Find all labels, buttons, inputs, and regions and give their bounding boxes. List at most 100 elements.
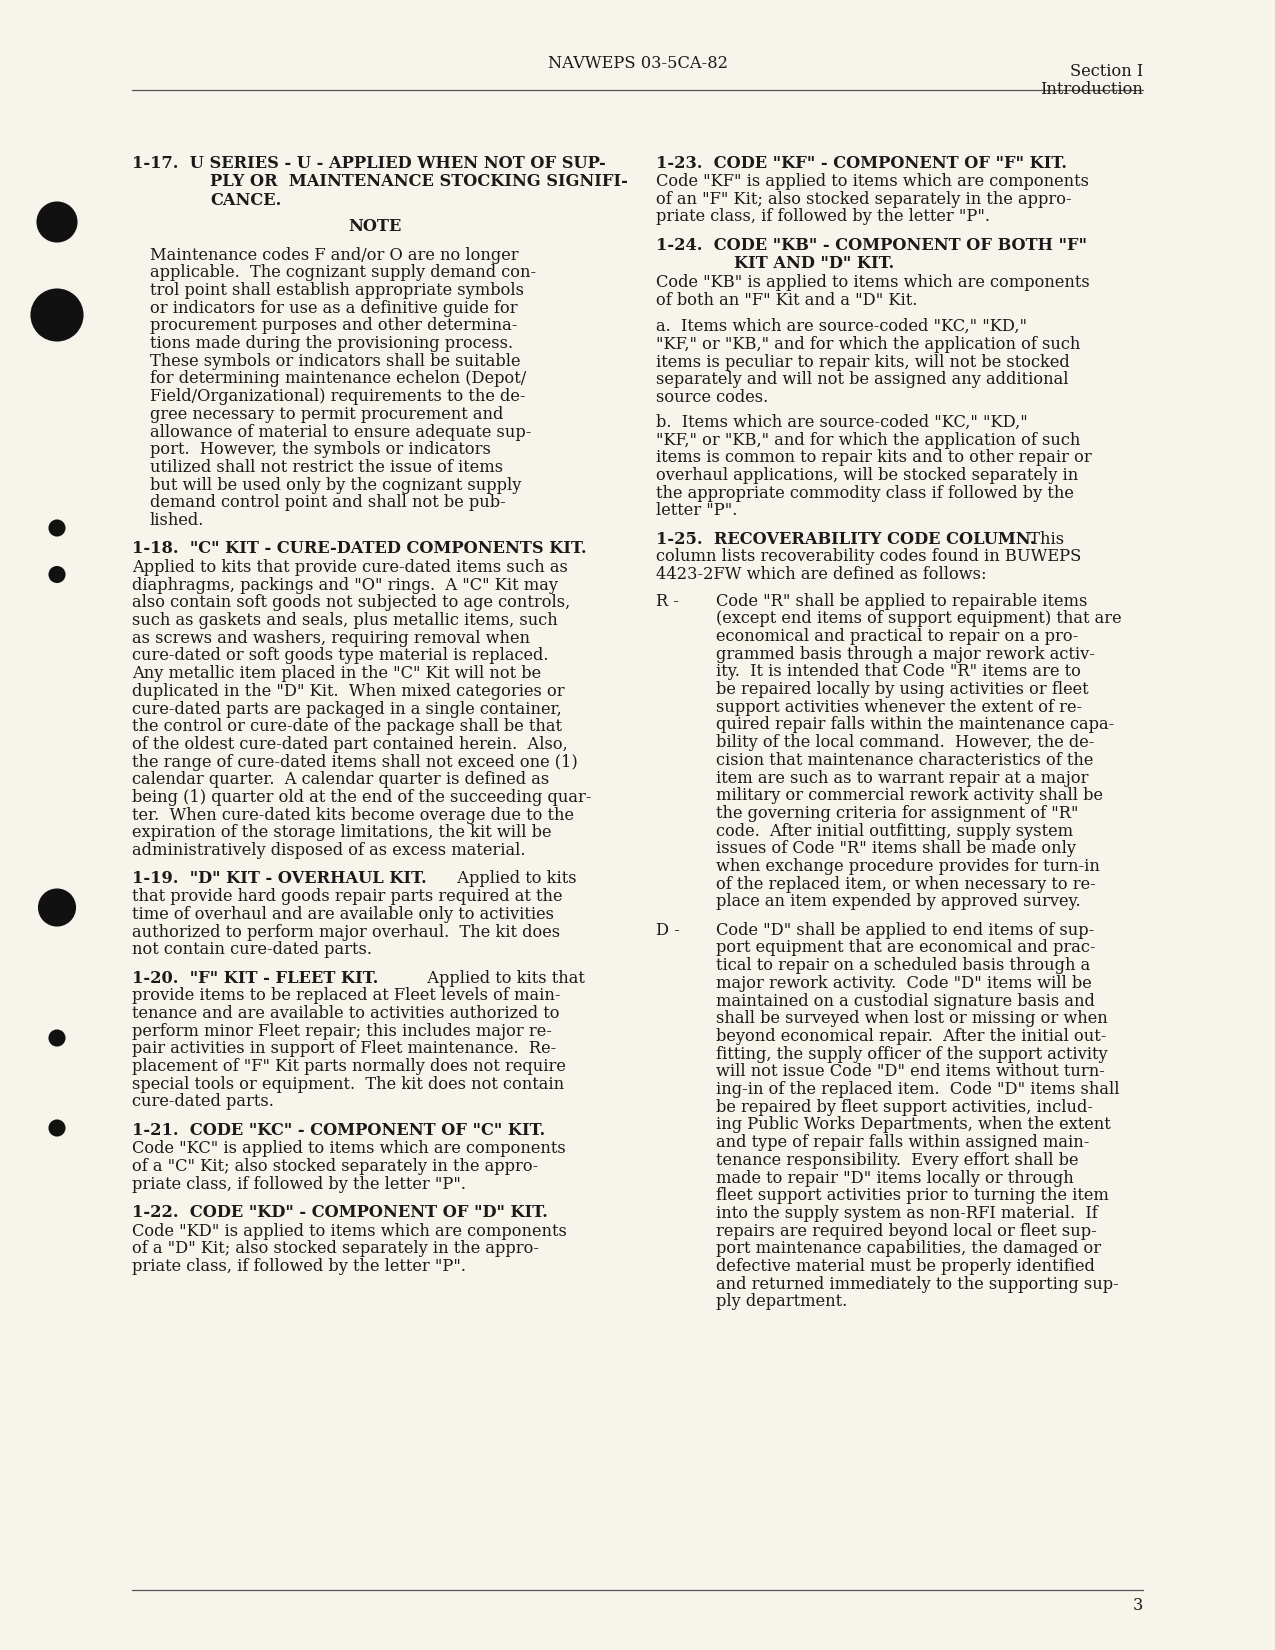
- Text: military or commercial rework activity shall be: military or commercial rework activity s…: [717, 787, 1103, 804]
- Text: KIT AND "D" KIT.: KIT AND "D" KIT.: [734, 256, 895, 272]
- Text: fitting, the supply officer of the support activity: fitting, the supply officer of the suppo…: [717, 1046, 1108, 1063]
- Text: of an "F" Kit; also stocked separately in the appro-: of an "F" Kit; also stocked separately i…: [657, 191, 1072, 208]
- Text: time of overhaul and are available only to activities: time of overhaul and are available only …: [133, 906, 555, 922]
- Text: priate class, if followed by the letter "P".: priate class, if followed by the letter …: [133, 1176, 465, 1193]
- Text: or indicators for use as a definitive guide for: or indicators for use as a definitive gu…: [150, 300, 518, 317]
- Text: 1-25.  RECOVERABILITY CODE COLUMN.: 1-25. RECOVERABILITY CODE COLUMN.: [657, 531, 1035, 548]
- Text: tical to repair on a scheduled basis through a: tical to repair on a scheduled basis thr…: [717, 957, 1090, 973]
- Text: port.  However, the symbols or indicators: port. However, the symbols or indicators: [150, 441, 491, 459]
- Text: ter.  When cure-dated kits become overage due to the: ter. When cure-dated kits become overage…: [133, 807, 574, 823]
- Text: trol point shall establish appropriate symbols: trol point shall establish appropriate s…: [150, 282, 524, 299]
- Text: beyond economical repair.  After the initial out-: beyond economical repair. After the init…: [717, 1028, 1107, 1044]
- Text: "KF," or "KB," and for which the application of such: "KF," or "KB," and for which the applica…: [657, 432, 1081, 449]
- Text: will not issue Code "D" end items without turn-: will not issue Code "D" end items withou…: [717, 1063, 1105, 1081]
- Text: These symbols or indicators shall be suitable: These symbols or indicators shall be sui…: [150, 353, 520, 370]
- Text: overhaul applications, will be stocked separately in: overhaul applications, will be stocked s…: [657, 467, 1079, 483]
- Text: Introduction: Introduction: [1040, 81, 1142, 97]
- Text: cure-dated parts.: cure-dated parts.: [133, 1094, 274, 1110]
- Text: Code "R" shall be applied to repairable items: Code "R" shall be applied to repairable …: [717, 592, 1088, 609]
- Text: priate class, if followed by the letter "P".: priate class, if followed by the letter …: [657, 208, 991, 226]
- Text: column lists recoverability codes found in BUWEPS: column lists recoverability codes found …: [657, 548, 1081, 566]
- Text: a.  Items which are source-coded "KC," "KD,": a. Items which are source-coded "KC," "K…: [657, 318, 1028, 335]
- Text: the governing criteria for assignment of "R": the governing criteria for assignment of…: [717, 805, 1079, 822]
- Text: 1-19.  "D" KIT - OVERHAUL KIT.: 1-19. "D" KIT - OVERHAUL KIT.: [133, 871, 427, 888]
- Text: that provide hard goods repair parts required at the: that provide hard goods repair parts req…: [133, 888, 562, 906]
- Text: 1-23.  CODE "KF" - COMPONENT OF "F" KIT.: 1-23. CODE "KF" - COMPONENT OF "F" KIT.: [657, 155, 1067, 172]
- Text: code.  After initial outfitting, supply system: code. After initial outfitting, supply s…: [717, 823, 1074, 840]
- Text: tenance responsibility.  Every effort shall be: tenance responsibility. Every effort sha…: [717, 1152, 1079, 1168]
- Text: cure-dated parts are packaged in a single container,: cure-dated parts are packaged in a singl…: [133, 701, 562, 718]
- Text: port maintenance capabilities, the damaged or: port maintenance capabilities, the damag…: [717, 1241, 1102, 1257]
- Text: place an item expended by approved survey.: place an item expended by approved surve…: [717, 894, 1081, 911]
- Text: Applied to kits that: Applied to kits that: [417, 970, 585, 987]
- Text: bility of the local command.  However, the de-: bility of the local command. However, th…: [717, 734, 1095, 751]
- Text: as screws and washers, requiring removal when: as screws and washers, requiring removal…: [133, 630, 530, 647]
- Text: 3: 3: [1132, 1597, 1142, 1614]
- Text: Maintenance codes F and/or O are no longer: Maintenance codes F and/or O are no long…: [150, 246, 519, 264]
- Text: but will be used only by the cognizant supply: but will be used only by the cognizant s…: [150, 477, 521, 493]
- Text: port equipment that are economical and prac-: port equipment that are economical and p…: [717, 939, 1095, 957]
- Text: Code "KB" is applied to items which are components: Code "KB" is applied to items which are …: [657, 274, 1090, 290]
- Text: 1-17.  U SERIES - U - APPLIED WHEN NOT OF SUP-: 1-17. U SERIES - U - APPLIED WHEN NOT OF…: [133, 155, 606, 172]
- Text: provide items to be replaced at Fleet levels of main-: provide items to be replaced at Fleet le…: [133, 987, 561, 1005]
- Text: issues of Code "R" items shall be made only: issues of Code "R" items shall be made o…: [717, 840, 1076, 858]
- Text: of a "D" Kit; also stocked separately in the appro-: of a "D" Kit; also stocked separately in…: [133, 1241, 539, 1257]
- Text: Any metallic item placed in the "C" Kit will not be: Any metallic item placed in the "C" Kit …: [133, 665, 541, 681]
- Text: items is peculiar to repair kits, will not be stocked: items is peculiar to repair kits, will n…: [657, 353, 1070, 371]
- Text: of a "C" Kit; also stocked separately in the appro-: of a "C" Kit; also stocked separately in…: [133, 1158, 538, 1175]
- Text: (except end items of support equipment) that are: (except end items of support equipment) …: [717, 610, 1122, 627]
- Text: 1-18.  "C" KIT - CURE-DATED COMPONENTS KIT.: 1-18. "C" KIT - CURE-DATED COMPONENTS KI…: [133, 540, 586, 558]
- Text: maintained on a custodial signature basis and: maintained on a custodial signature basi…: [717, 993, 1095, 1010]
- Text: gree necessary to permit procurement and: gree necessary to permit procurement and: [150, 406, 504, 422]
- Text: NOTE: NOTE: [348, 218, 402, 236]
- Text: ity.  It is intended that Code "R" items are to: ity. It is intended that Code "R" items …: [717, 663, 1081, 680]
- Text: also contain soft goods not subjected to age controls,: also contain soft goods not subjected to…: [133, 594, 570, 612]
- Text: fleet support activities prior to turning the item: fleet support activities prior to turnin…: [717, 1188, 1109, 1204]
- Text: placement of "F" Kit parts normally does not require: placement of "F" Kit parts normally does…: [133, 1058, 566, 1076]
- Text: when exchange procedure provides for turn-in: when exchange procedure provides for tur…: [717, 858, 1100, 874]
- Text: perform minor Fleet repair; this includes major re-: perform minor Fleet repair; this include…: [133, 1023, 552, 1040]
- Text: of the replaced item, or when necessary to re-: of the replaced item, or when necessary …: [717, 876, 1096, 893]
- Text: CANCE.: CANCE.: [210, 191, 282, 208]
- Text: D -: D -: [657, 922, 680, 939]
- Text: R -: R -: [657, 592, 680, 609]
- Text: of both an "F" Kit and a "D" Kit.: of both an "F" Kit and a "D" Kit.: [657, 292, 918, 309]
- Text: support activities whenever the extent of re-: support activities whenever the extent o…: [717, 700, 1082, 716]
- Text: 1-21.  CODE "KC" - COMPONENT OF "C" KIT.: 1-21. CODE "KC" - COMPONENT OF "C" KIT.: [133, 1122, 546, 1138]
- Text: ing Public Works Departments, when the extent: ing Public Works Departments, when the e…: [717, 1117, 1111, 1134]
- Circle shape: [50, 568, 65, 582]
- Text: of the oldest cure-dated part contained herein.  Also,: of the oldest cure-dated part contained …: [133, 736, 567, 752]
- Text: defective material must be properly identified: defective material must be properly iden…: [717, 1257, 1095, 1275]
- Text: Code "KF" is applied to items which are components: Code "KF" is applied to items which are …: [657, 173, 1089, 190]
- Text: quired repair falls within the maintenance capa-: quired repair falls within the maintenan…: [717, 716, 1114, 734]
- Text: and type of repair falls within assigned main-: and type of repair falls within assigned…: [717, 1134, 1090, 1152]
- Text: diaphragms, packings and "O" rings.  A "C" Kit may: diaphragms, packings and "O" rings. A "C…: [133, 576, 558, 594]
- Text: made to repair "D" items locally or through: made to repair "D" items locally or thro…: [717, 1170, 1074, 1186]
- Text: being (1) quarter old at the end of the succeeding quar-: being (1) quarter old at the end of the …: [133, 789, 592, 807]
- Text: special tools or equipment.  The kit does not contain: special tools or equipment. The kit does…: [133, 1076, 564, 1092]
- Text: cure-dated or soft goods type material is replaced.: cure-dated or soft goods type material i…: [133, 647, 548, 665]
- Text: priate class, if followed by the letter "P".: priate class, if followed by the letter …: [133, 1257, 465, 1275]
- Text: such as gaskets and seals, plus metallic items, such: such as gaskets and seals, plus metallic…: [133, 612, 557, 629]
- Text: grammed basis through a major rework activ-: grammed basis through a major rework act…: [717, 645, 1095, 663]
- Circle shape: [32, 289, 83, 340]
- Text: pair activities in support of Fleet maintenance.  Re-: pair activities in support of Fleet main…: [133, 1041, 556, 1058]
- Circle shape: [50, 1031, 65, 1046]
- Text: major rework activity.  Code "D" items will be: major rework activity. Code "D" items wi…: [717, 975, 1091, 992]
- Text: This: This: [1019, 531, 1065, 548]
- Text: 1-20.  "F" KIT - FLEET KIT.: 1-20. "F" KIT - FLEET KIT.: [133, 970, 379, 987]
- Text: calendar quarter.  A calendar quarter is defined as: calendar quarter. A calendar quarter is …: [133, 771, 550, 789]
- Text: "KF," or "KB," and for which the application of such: "KF," or "KB," and for which the applica…: [657, 337, 1081, 353]
- Text: 1-24.  CODE "KB" - COMPONENT OF BOTH "F": 1-24. CODE "KB" - COMPONENT OF BOTH "F": [657, 238, 1088, 254]
- Text: separately and will not be assigned any additional: separately and will not be assigned any …: [657, 371, 1068, 388]
- Text: authorized to perform major overhaul.  The kit does: authorized to perform major overhaul. Th…: [133, 924, 560, 940]
- Text: source codes.: source codes.: [657, 389, 769, 406]
- Circle shape: [50, 1120, 65, 1135]
- Text: applicable.  The cognizant supply demand con-: applicable. The cognizant supply demand …: [150, 264, 536, 280]
- Text: Code "KD" is applied to items which are components: Code "KD" is applied to items which are …: [133, 1223, 567, 1239]
- Text: letter "P".: letter "P".: [657, 502, 738, 520]
- Text: Applied to kits that provide cure-dated items such as: Applied to kits that provide cure-dated …: [133, 559, 567, 576]
- Text: shall be surveyed when lost or missing or when: shall be surveyed when lost or missing o…: [717, 1010, 1108, 1028]
- Text: duplicated in the "D" Kit.  When mixed categories or: duplicated in the "D" Kit. When mixed ca…: [133, 683, 565, 700]
- Circle shape: [50, 520, 65, 536]
